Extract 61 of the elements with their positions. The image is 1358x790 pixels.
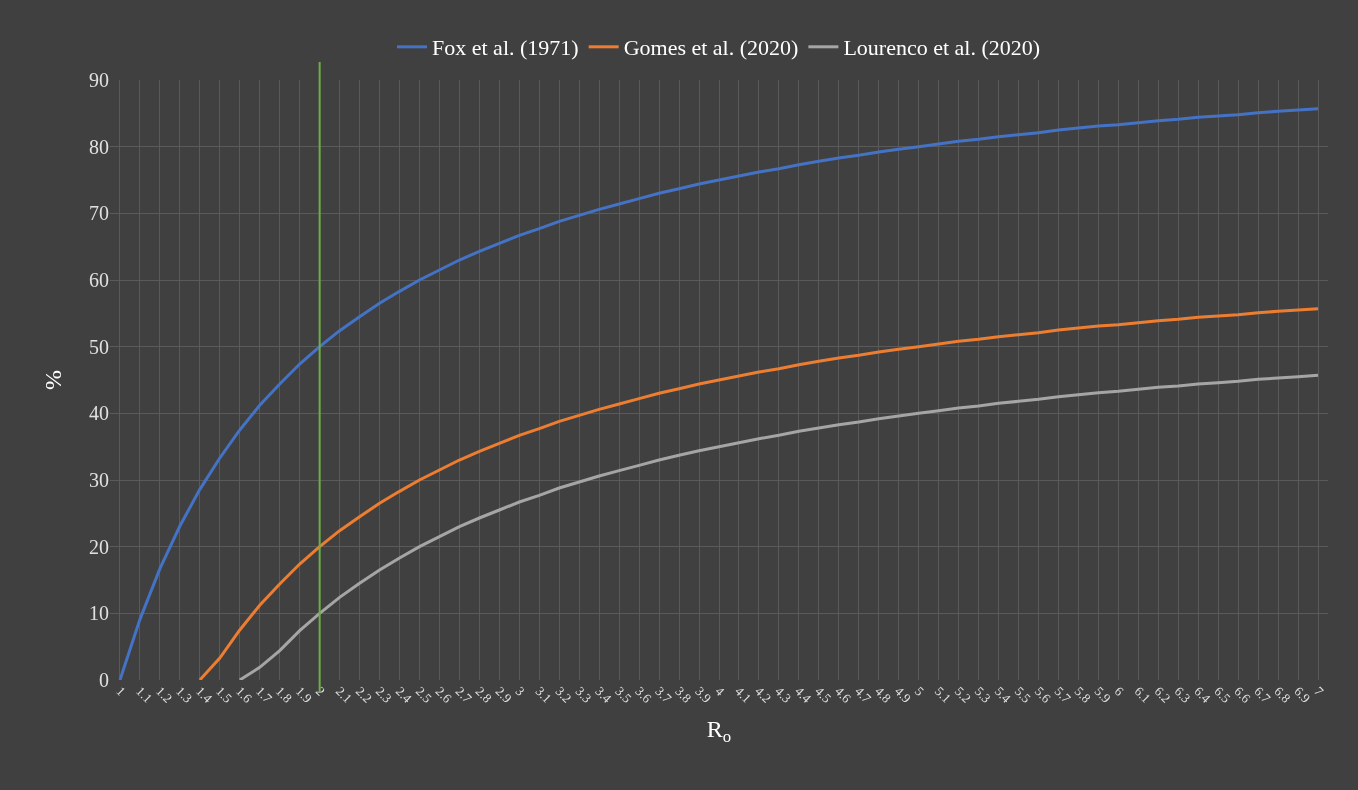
x-tick-label: 6.7: [1251, 683, 1274, 707]
x-tick-label: 6.3: [1171, 683, 1194, 706]
y-tick-label: 0: [99, 669, 109, 691]
x-tick-label: 5.9: [1091, 683, 1114, 706]
x-tick-label: 1.5: [213, 683, 236, 706]
y-tick-label: 70: [89, 202, 109, 225]
x-tick-label: 4.2: [752, 683, 775, 706]
x-tick-label: 6.8: [1271, 683, 1294, 706]
x-tick-label: 1.3: [173, 683, 196, 706]
x-tick-label: 7: [1311, 683, 1327, 700]
x-tick-label: 6.5: [1211, 683, 1234, 706]
x-tick-label: 3.7: [652, 683, 675, 707]
x-tick-label: 4.6: [832, 683, 855, 707]
x-tick-label: 6.2: [1151, 683, 1174, 706]
x-tick-label: 4.3: [772, 683, 795, 706]
x-tick-label: 6.9: [1291, 683, 1314, 706]
x-tick-label: 1.7: [253, 683, 276, 707]
x-tick-label: 4: [712, 683, 728, 700]
x-tick-label: 3.8: [672, 683, 695, 706]
x-tick-label: 2.1: [332, 683, 355, 706]
line-series: [238, 373, 1320, 680]
y-tick-label: 90: [89, 69, 109, 91]
x-tick-label: 3.5: [612, 683, 635, 706]
x-tick-label: 2.2: [352, 683, 375, 706]
x-tick-label: 4.5: [812, 683, 835, 706]
y-tick-label: 20: [89, 535, 109, 558]
line-series: [198, 307, 1320, 680]
x-tick-label: 1.6: [233, 683, 256, 707]
y-axis-title: %: [40, 370, 67, 390]
x-tick-label: 3.1: [532, 683, 555, 706]
x-tick-label: 1.4: [193, 683, 216, 707]
x-tick-label: 4.1: [732, 683, 755, 706]
x-tick-label: 6.6: [1231, 683, 1254, 707]
x-tick-label: 2.9: [492, 683, 515, 706]
x-tick-label: 3.4: [592, 683, 615, 707]
x-tick-label: 1.2: [153, 683, 176, 706]
y-tick-label: 40: [89, 402, 109, 425]
x-tick-label: 3: [512, 683, 528, 699]
x-tick-label: 6.1: [1131, 683, 1154, 706]
x-tick-label: 3.9: [692, 683, 715, 706]
legend-label: Fox et al. (1971): [432, 35, 579, 61]
y-tick-label: 10: [89, 602, 109, 625]
y-tick-label: 30: [89, 469, 109, 491]
x-tick-label: 4.4: [792, 683, 815, 707]
x-tick-label: 1: [113, 683, 129, 699]
x-tick-label: 4.7: [852, 683, 875, 707]
y-tick-label: 60: [89, 269, 109, 291]
x-tick-label: 5.3: [971, 683, 994, 706]
legend-label: Gomes et al. (2020): [623, 35, 799, 61]
y-tick-label: 50: [89, 335, 109, 358]
x-tick-label: 3.3: [572, 683, 595, 706]
x-tick-label: 2.3: [372, 683, 395, 706]
x-tick-label: 6.4: [1191, 683, 1214, 707]
x-tick-label: 3.6: [632, 683, 655, 707]
legend-label: Lourenco et al. (2020): [843, 35, 1041, 61]
y-tick-label: 80: [89, 135, 109, 158]
x-axis-title: R$_{o}$: [706, 716, 732, 747]
x-tick-label: 3.2: [552, 683, 575, 706]
x-tick-label: 1.1: [133, 683, 156, 706]
line-series: [118, 107, 1320, 680]
x-tick-label: 6: [1111, 683, 1128, 700]
